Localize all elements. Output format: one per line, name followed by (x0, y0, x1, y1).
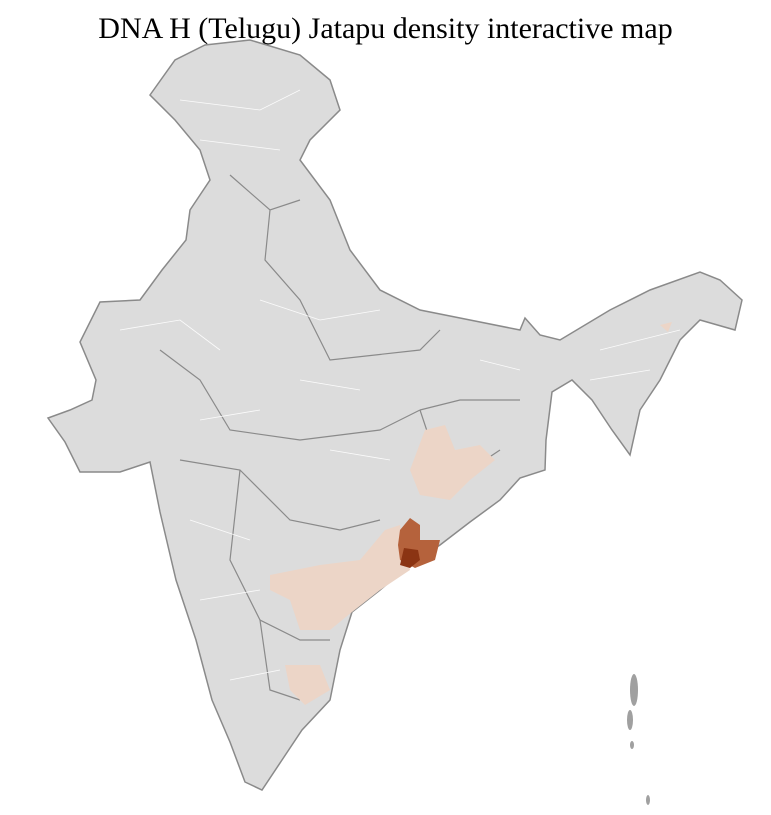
region-high (400, 548, 420, 568)
region-low-ne (660, 322, 672, 332)
district-lines (119, 89, 681, 681)
andaman-islands (627, 674, 650, 805)
state-borders (159, 174, 520, 701)
density-regions[interactable] (270, 322, 672, 705)
region-low-odisha (410, 425, 495, 500)
region-low-south (285, 665, 330, 705)
region-low-ap (270, 525, 410, 630)
map-title: DNA H (Telugu) Jatapu density interactiv… (98, 12, 673, 45)
country-outline[interactable] (46, 39, 743, 791)
